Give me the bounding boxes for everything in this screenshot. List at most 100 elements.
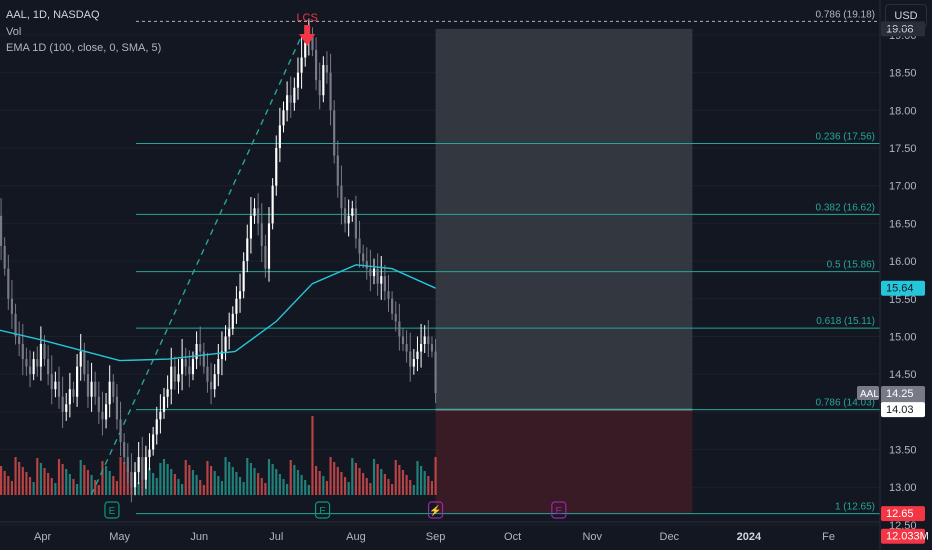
candle-body (115, 396, 119, 420)
candle-body (354, 208, 357, 239)
symbol-title[interactable]: AAL, 1D, NASDAQ (6, 9, 100, 21)
volume-bar (162, 459, 166, 495)
volume-bar (54, 483, 57, 495)
candle-body (43, 344, 46, 360)
volume-bar (101, 461, 104, 495)
volume-bar (202, 485, 205, 495)
volume-bar (430, 481, 434, 495)
volume-bar (394, 460, 397, 495)
lcs-annotation: LCS (296, 12, 318, 46)
candle-body (412, 359, 415, 367)
currency-button[interactable]: USD (885, 4, 927, 28)
event-marker-frame[interactable] (427, 501, 444, 519)
volume-bar (271, 464, 274, 495)
x-tick-label: Nov (582, 531, 602, 543)
time-axis[interactable]: Apr May Jun Jul Aug Sep Oct Nov Dec 2024 Fe (34, 531, 835, 543)
volume-bar (14, 457, 17, 495)
position-tool[interactable] (435, 28, 693, 514)
candle-body (188, 366, 191, 375)
candle-body (94, 381, 97, 397)
price-tag (881, 402, 925, 418)
volume-bar (68, 474, 71, 495)
volume-bar (369, 483, 372, 495)
candle-body (130, 472, 133, 488)
y-tick-label: 18.00 (889, 105, 917, 117)
event-markers[interactable]: E E ⚡ E (104, 501, 567, 519)
candle-body (54, 381, 57, 390)
event-marker-frame[interactable] (104, 501, 120, 519)
candle-body (148, 449, 151, 458)
volume-bar (235, 472, 238, 495)
candle-body (144, 457, 147, 480)
volume-bar (336, 467, 339, 495)
volume-bar (177, 479, 180, 495)
fibonacci-retracement[interactable]: 0.786 (19.18) 0.236 (17.56) 0.382 (16.62) 0… (136, 9, 880, 515)
volume-bar (398, 465, 401, 495)
candle-body (405, 344, 408, 352)
candle-body (289, 95, 292, 103)
price-tag (881, 280, 925, 296)
volume-bar (365, 478, 368, 495)
price-axis[interactable]: 12.5013.0013.5014.0014.5015.0015.5016.00… (889, 30, 917, 532)
candle-body (199, 344, 202, 352)
y-tick-label: 14.50 (889, 369, 917, 381)
y-tick-label: 17.50 (889, 143, 917, 155)
uptrend-dashed-line[interactable] (90, 34, 303, 496)
candle-body (181, 359, 184, 375)
candle-body (267, 223, 271, 269)
candle-body (249, 215, 252, 239)
volume-bar (10, 481, 14, 495)
candle-body (401, 336, 405, 344)
volume-indicator-label[interactable]: Vol (6, 26, 22, 38)
ema-indicator-label[interactable]: EMA 1D (100, close, 0, SMA, 5) (6, 42, 162, 54)
volume-bar (419, 466, 423, 495)
volume-bar (351, 458, 354, 495)
candle-body (155, 419, 158, 435)
volume-bar (61, 464, 64, 495)
volume-bar (184, 460, 187, 495)
volume-bar (173, 474, 176, 495)
profit-zone[interactable] (435, 28, 693, 410)
candle-body (25, 359, 28, 367)
candle-body (177, 374, 180, 382)
volume-bar (427, 476, 430, 495)
volume-bar (76, 484, 79, 495)
candle-body (423, 336, 426, 344)
volume-bar (376, 464, 379, 495)
trend-line[interactable] (90, 34, 303, 496)
volume-bar (47, 473, 50, 495)
candle-body (282, 110, 285, 126)
candle-body (296, 72, 300, 88)
volume-bar (249, 463, 252, 495)
volume-bar (300, 475, 303, 495)
candle-body (137, 457, 140, 473)
volume-bar (32, 482, 35, 495)
volume-bar (383, 474, 386, 495)
y-tick-label: 13.00 (889, 482, 917, 494)
volume-bar (159, 463, 162, 495)
annotation-text: LCS (296, 12, 317, 24)
price-tag-value: 14.03 (886, 404, 914, 416)
volume-bar (289, 460, 292, 495)
candle-body (271, 185, 274, 224)
volume-bar (104, 466, 108, 495)
candle-body (383, 276, 386, 292)
volume-bar (39, 463, 42, 495)
candle-body (224, 336, 227, 352)
x-tick-label: Dec (660, 531, 680, 543)
candle-body (3, 246, 6, 269)
volume-bar (246, 458, 249, 495)
candle-body (79, 351, 82, 367)
candle-body (228, 328, 231, 337)
volume-bar (123, 462, 126, 495)
candle-body (7, 268, 10, 299)
volume-bar (83, 465, 86, 495)
volume-bar (188, 465, 191, 495)
volume-bar (108, 471, 111, 495)
event-marker-frame[interactable] (314, 501, 331, 519)
volume-bar (391, 484, 394, 495)
fib-level-label: 0.786 (19.18) (816, 9, 876, 20)
event-marker-frame[interactable] (551, 501, 567, 519)
stop-zone[interactable] (435, 409, 693, 514)
